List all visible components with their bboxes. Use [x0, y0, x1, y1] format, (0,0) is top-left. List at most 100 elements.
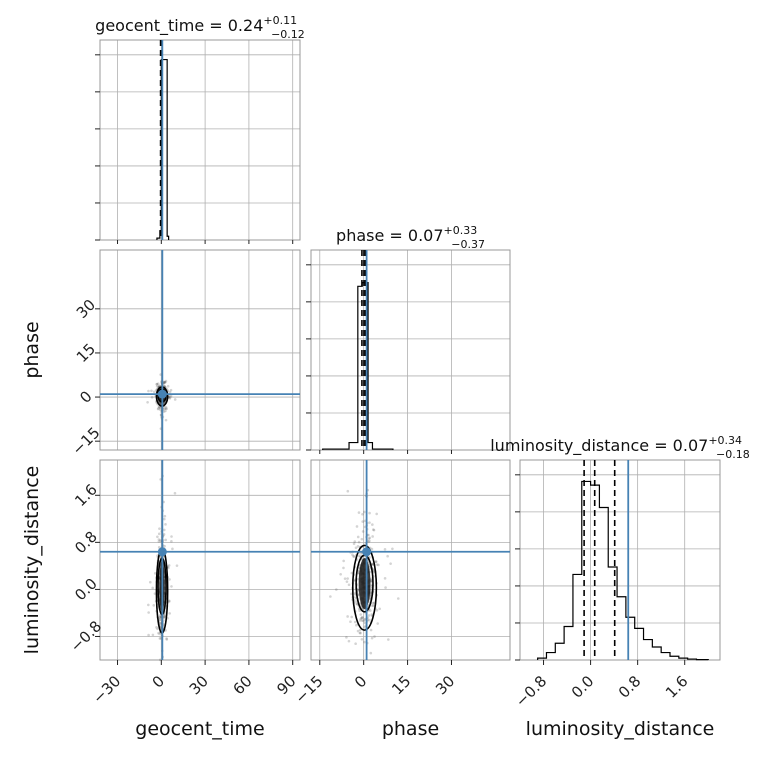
scatter-point [147, 611, 150, 614]
scatter-point [170, 585, 173, 588]
scatter-point [158, 618, 162, 622]
scatter-point [368, 618, 371, 622]
scatter-point [359, 552, 362, 555]
scatter-point [173, 398, 177, 401]
scatter-point [157, 540, 161, 543]
scatter-point [377, 563, 380, 567]
scatter-point [396, 597, 400, 600]
panel-title: phase = 0.07+0.33 −0.37 [336, 224, 485, 251]
scatter-point [167, 600, 171, 603]
scatter-point [163, 615, 166, 618]
x-tick-label: 60 [230, 672, 256, 698]
scatter-point [369, 609, 372, 612]
x-tick-label: 0.0 [568, 672, 598, 702]
scatter-point [349, 620, 352, 624]
x-tick-label: 30 [186, 672, 212, 698]
scatter-point [353, 540, 357, 543]
scatter-point [363, 640, 366, 644]
scatter-point [368, 539, 371, 543]
scatter-point [157, 532, 161, 536]
scatter-point [383, 577, 387, 580]
scatter-point [170, 540, 173, 543]
scatter-point [374, 560, 378, 563]
scatter-point [342, 559, 345, 563]
scatter-point [169, 394, 173, 398]
scatter-point [369, 580, 373, 584]
scatter-point [376, 622, 380, 625]
scatter-point [360, 616, 363, 620]
scatter-point [363, 621, 367, 625]
scatter-point [158, 384, 161, 388]
scatter-point [165, 637, 168, 640]
scatter-point [153, 592, 157, 595]
joint-phase-luminosity_distance-frame [310, 459, 511, 661]
scatter-point [356, 545, 360, 548]
scatter-point [351, 553, 354, 557]
marginal-luminosity_distance-grid [520, 460, 720, 660]
scatter-point [159, 616, 162, 620]
scatter-point [158, 632, 161, 636]
scatter-point [384, 586, 387, 589]
scatter-point [329, 595, 332, 598]
scatter-point [157, 546, 161, 549]
x-tick-label: 0.8 [615, 672, 645, 702]
scatter-point [350, 571, 354, 575]
scatter-point [339, 573, 342, 576]
scatter-point [151, 633, 155, 637]
scatter-point [354, 546, 358, 550]
truth-point [157, 389, 167, 399]
y-axis-label: phase [21, 321, 43, 378]
scatter-point [367, 537, 371, 540]
scatter-point [371, 604, 374, 607]
marginal-geocent_time-frame [99, 39, 301, 241]
scatter-point [335, 588, 338, 591]
y-tick-label: 0.8 [71, 528, 101, 558]
x-tick-label: −30 [89, 672, 124, 707]
scatter-point [367, 540, 370, 544]
scatter-point [148, 580, 152, 584]
scatter-point [163, 380, 167, 384]
scatter-point [343, 577, 347, 580]
scatter-point [165, 638, 169, 641]
marginal-geocent_time-grid [100, 40, 300, 240]
scatter-point [158, 637, 162, 640]
scatter-point [163, 380, 167, 384]
scatter-point [361, 616, 364, 620]
scatter-point [156, 535, 159, 539]
scatter-point [155, 384, 159, 388]
scatter-point [383, 548, 387, 551]
scatter-point [359, 613, 363, 616]
scatter-point [156, 407, 160, 411]
scatter-point [164, 523, 167, 526]
scatter-point [370, 636, 374, 640]
scatter-point [167, 566, 170, 570]
scatter-point [166, 384, 170, 388]
scatter-point [162, 410, 166, 413]
scatter-point [153, 572, 157, 575]
scatter-point [375, 609, 379, 612]
scatter-point [170, 535, 173, 538]
scatter-point [361, 520, 365, 523]
marginal-phase-frame [310, 249, 511, 451]
y-tick-label: 15 [73, 340, 99, 366]
scatter-point [168, 395, 172, 399]
scatter-point [358, 609, 361, 612]
scatter-point [371, 601, 375, 605]
x-tick-label: −0.8 [512, 672, 550, 710]
panel-title: geocent_time = 0.24+0.11 −0.12 [95, 14, 305, 41]
scatter-point [156, 382, 160, 386]
scatter-point [163, 380, 166, 384]
scatter-point [368, 511, 371, 515]
scatter-point [150, 389, 153, 393]
scatter-point [363, 510, 366, 514]
scatter-point [162, 533, 166, 536]
scatter-point [345, 580, 349, 583]
scatter-point [358, 631, 362, 635]
scatter-point [358, 628, 362, 632]
scatter-point [374, 560, 378, 564]
scatter-point [367, 533, 370, 537]
scatter-point [346, 577, 349, 580]
scatter-point [371, 523, 374, 526]
panel-title: luminosity_distance = 0.07+0.34 −0.18 [490, 434, 750, 461]
